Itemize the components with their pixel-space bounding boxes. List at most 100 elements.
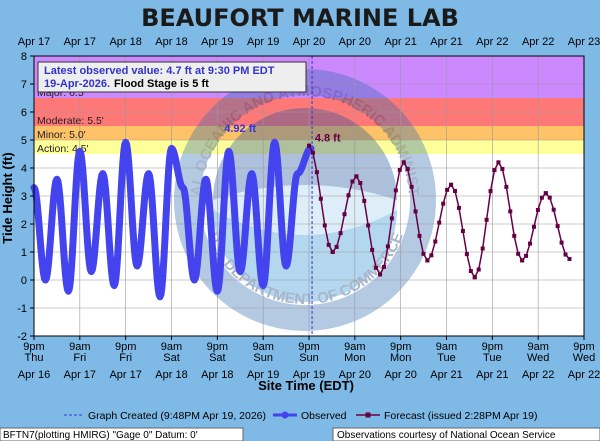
forecast-point — [307, 143, 311, 148]
x-tick-day: Thu — [25, 352, 44, 364]
info-box-line2: 19-Apr-2026. Flood Stage is 5 ft — [44, 78, 209, 90]
forecast-point — [531, 224, 536, 229]
y-tick-label: 7 — [21, 79, 27, 91]
forecast-point — [567, 257, 572, 261]
top-date-label: Apr 22 — [522, 36, 554, 48]
top-date-label: Apr 20 — [339, 36, 371, 48]
forecast-point — [413, 209, 418, 214]
flood-category-labels: Major: 6.5'Moderate: 5.5'Minor: 5.0'Acti… — [37, 87, 104, 155]
observed-point — [248, 170, 255, 177]
observed-point — [145, 170, 152, 177]
x-tick-date: Apr 22 — [568, 369, 600, 381]
peak-annotations: 4.92 ft 4.8 ft — [224, 123, 341, 144]
forecast-point — [547, 195, 552, 200]
forecast-point — [378, 272, 383, 277]
observed-point — [53, 176, 60, 183]
forecast-point — [389, 216, 394, 221]
x-axis-label: Site Time (EDT) — [258, 378, 354, 393]
x-tick-date: Apr 22 — [522, 369, 554, 381]
x-tick-day: Tue — [437, 352, 456, 364]
legend-observed-label: Observed — [301, 410, 347, 422]
x-tick-day: Fri — [119, 352, 132, 364]
forecast-point — [314, 170, 319, 175]
x-tick-time: 9pm — [298, 341, 319, 353]
x-tick-date: Apr 19 — [247, 369, 279, 381]
x-tick-date: Apr 17 — [109, 369, 141, 381]
y-tick-label: 2 — [21, 219, 27, 231]
forecast-point — [318, 196, 323, 201]
peak-annotation: 4.8 ft — [315, 133, 341, 145]
observed-point — [88, 268, 95, 275]
forecast-point — [512, 233, 517, 238]
y-tick-label: 5 — [21, 135, 27, 147]
grid-lines — [33, 55, 585, 337]
legend: Graph Created (9:48PM Apr 19, 2026) Obse… — [64, 410, 538, 422]
observed-point — [260, 282, 267, 289]
x-tick-time: 9pm — [482, 341, 503, 353]
forecast-point — [342, 212, 347, 217]
footer-datum-text: BFTN7(plotting HMIRG) "Gage 0" Datum: 0' — [3, 430, 198, 441]
forecast-point — [350, 179, 355, 184]
observed-point — [225, 148, 232, 155]
x-tick-date: Apr 16 — [18, 369, 50, 381]
top-date-label: Apr 19 — [201, 36, 233, 48]
x-tick-day: Mon — [390, 352, 411, 364]
x-tick-date: Apr 21 — [430, 369, 462, 381]
forecast-point — [492, 168, 497, 173]
plot-area: NATIONAL OCEANIC AND ATMOSPHERIC ADMINIS… — [0, 0, 585, 337]
top-date-label: Apr 17 — [18, 36, 50, 48]
observed-point — [271, 139, 278, 146]
observed-point — [214, 288, 221, 295]
forecast-point — [346, 193, 351, 198]
forecast-point — [456, 205, 461, 210]
x-tick-date: Apr 20 — [339, 369, 371, 381]
forecast-point — [366, 223, 371, 228]
forecast-point — [535, 208, 540, 212]
x-tick-time: 9am — [161, 341, 182, 353]
forecast-point — [417, 233, 422, 238]
series-forecast — [307, 143, 572, 280]
forecast-point — [358, 180, 363, 185]
top-date-label: Apr 22 — [476, 36, 508, 48]
x-tick-time: 9am — [252, 341, 273, 353]
forecast-point — [539, 195, 544, 200]
x-tick-time: 9am — [344, 341, 365, 353]
forecast-point — [374, 265, 379, 270]
forecast-point — [555, 224, 560, 229]
info-box-line1: Latest observed value: 4.7 ft at 9:30 PM… — [44, 65, 275, 77]
forecast-point — [551, 207, 556, 212]
forecast-point — [421, 251, 426, 256]
forecast-point — [381, 264, 386, 269]
forecast-point — [464, 252, 469, 257]
x-tick-date: Apr 19 — [293, 369, 325, 381]
x-tick-time: 9pm — [390, 341, 411, 353]
y-tick-label: 6 — [21, 107, 27, 119]
observed-point — [76, 148, 83, 155]
forecast-point — [524, 253, 529, 258]
top-date-axis: Apr 17 Apr 17 Apr 18 Apr 18 Apr 19 Apr 19 Apr … — [18, 36, 600, 48]
forecast-point — [543, 191, 548, 196]
forecast-point — [563, 252, 568, 257]
forecast-point — [453, 188, 458, 193]
forecast-point — [484, 217, 489, 222]
forecast-point — [437, 220, 442, 225]
legend-observed-marker — [281, 411, 289, 419]
forecast-point — [476, 267, 481, 272]
y-tick-label: -2 — [17, 331, 27, 343]
y-axis: -2 -1 0 1 2 3 4 5 6 7 8 — [17, 51, 34, 343]
x-tick-time: 9am — [69, 341, 90, 353]
x-tick-time: 9pm — [207, 341, 228, 353]
observed-point — [122, 139, 129, 146]
y-tick-label: 8 — [21, 51, 27, 63]
x-tick-time: 9am — [436, 341, 457, 353]
forecast-point — [354, 174, 359, 179]
x-tick-date: Apr 18 — [155, 369, 187, 381]
observed-point — [99, 170, 106, 177]
forecast-point — [441, 201, 446, 206]
x-tick-day: Wed — [573, 352, 595, 364]
observed-point — [283, 263, 290, 269]
top-date-label: Apr 17 — [64, 36, 96, 48]
forecast-point — [334, 244, 339, 249]
legend-forecast-label: Forecast (issued 2:28PM Apr 19) — [384, 410, 538, 422]
